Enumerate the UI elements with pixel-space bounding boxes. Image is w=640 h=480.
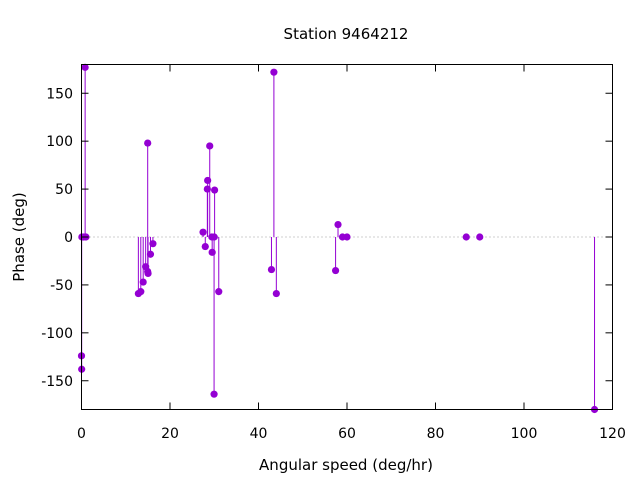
data-point-29 [331, 266, 340, 275]
data-point-28 [272, 289, 280, 298]
data-point-19 [206, 142, 214, 150]
y-tick-label: 100 [46, 134, 73, 150]
x-axis-label: Angular speed (deg/hr) [259, 456, 433, 474]
plot-area [77, 63, 613, 414]
y-tick-label: 150 [46, 86, 73, 102]
data-point-13 [146, 250, 155, 258]
x-axis: 0 20 40 60 80 100 120 [77, 64, 626, 442]
x-tick-label: 80 [427, 426, 445, 442]
data-point-21 [208, 248, 216, 256]
data-point-16 [201, 242, 209, 251]
data-point-8 [139, 278, 147, 286]
x-tick-label: 0 [77, 426, 86, 442]
data-point-24 [211, 186, 219, 194]
y-tick-label: -150 [41, 374, 73, 390]
x-tick-label: 60 [338, 426, 356, 442]
data-point-7 [137, 288, 145, 296]
data-point-22 [210, 390, 218, 398]
data-point-17 [203, 185, 211, 193]
y-axis: -150 -100 -50 0 50 100 150 [41, 86, 613, 390]
data-point-12 [144, 269, 152, 278]
y-tick-label: 0 [64, 230, 73, 246]
chart-title: Station 9464212 [284, 25, 409, 43]
y-tick-label: -50 [50, 278, 73, 294]
x-tick-label: 40 [250, 426, 268, 442]
x-tick-label: 120 [599, 426, 626, 442]
data-point-26 [267, 265, 276, 274]
data-point-32 [343, 233, 351, 241]
data-point-33 [462, 233, 470, 241]
y-axis-label: Phase (deg) [10, 192, 28, 282]
data-point-14 [149, 240, 157, 248]
data-point-30 [334, 220, 342, 229]
x-tick-label: 100 [511, 426, 538, 442]
data-point-18 [204, 176, 212, 185]
data-point-25 [215, 288, 223, 296]
data-point-34 [476, 233, 484, 241]
data-point-27 [270, 68, 278, 76]
y-tick-label: -100 [41, 326, 73, 342]
x-tick-label: 20 [161, 426, 179, 442]
data-point-4 [81, 63, 89, 71]
data-point-11 [144, 139, 152, 147]
y-tick-label: 50 [55, 182, 73, 198]
data-point-15 [199, 228, 207, 236]
data-point-23 [210, 233, 218, 241]
